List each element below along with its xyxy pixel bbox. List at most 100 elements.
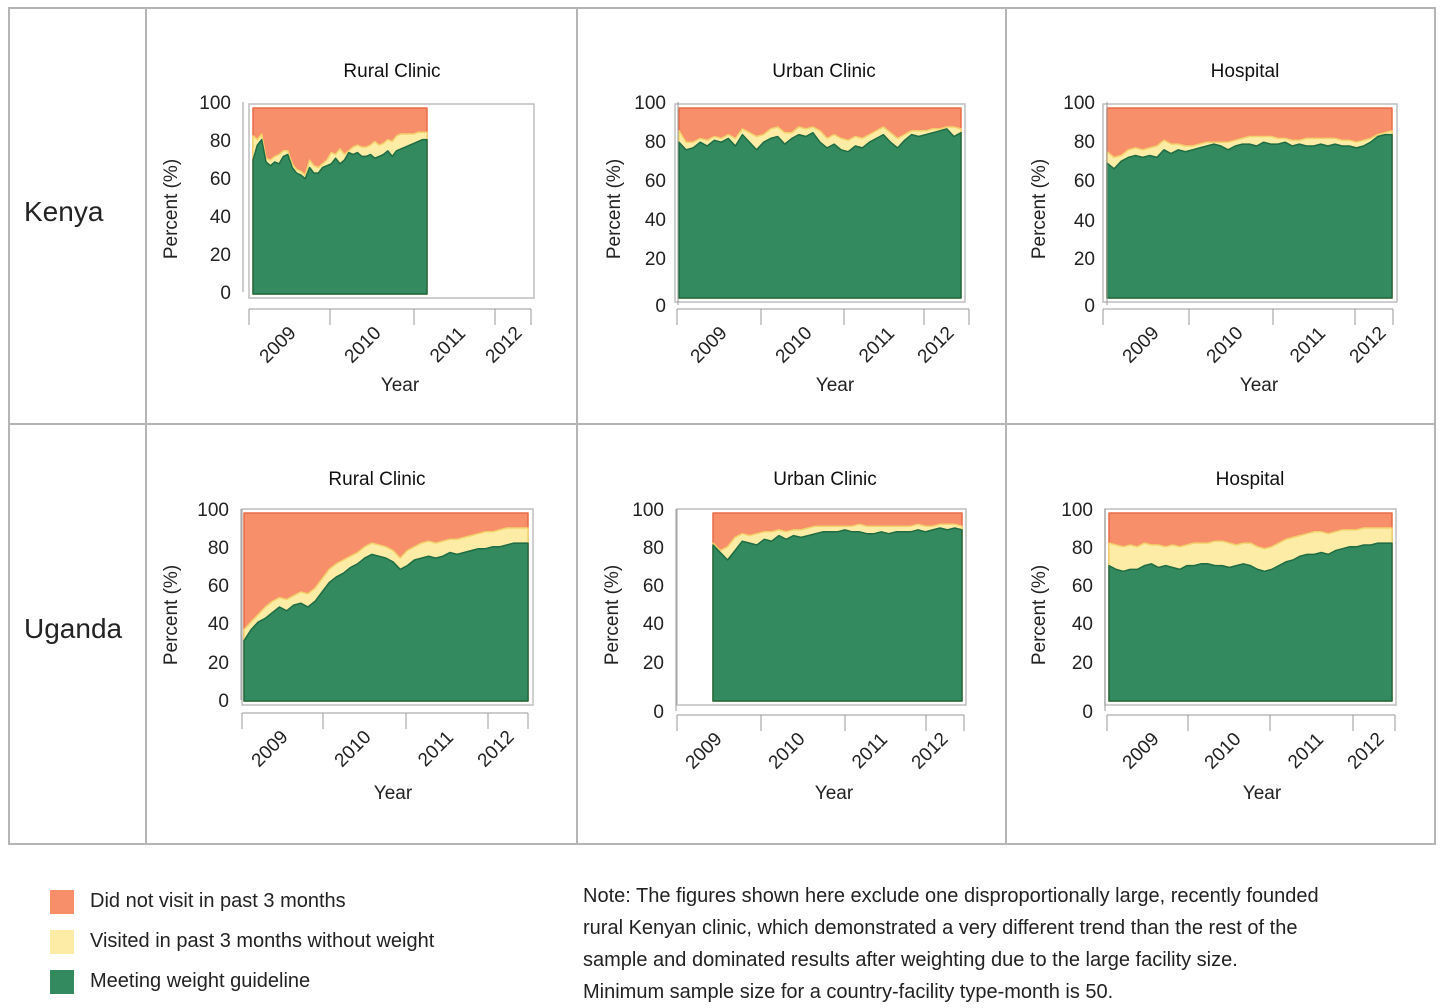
grid-column-divider [1005, 7, 1007, 845]
x-tick-label: 2011 [848, 729, 892, 773]
grid-row-divider [8, 423, 1436, 425]
chart-title: Urban Clinic [773, 469, 876, 490]
y-tick-label: 40 [210, 207, 231, 228]
legend-swatch [50, 890, 74, 914]
y-tick-label: 100 [197, 500, 229, 521]
y-tick-label: 80 [1072, 538, 1093, 559]
chart-title: Rural Clinic [343, 61, 440, 82]
y-axis-label: Percent (%) [1029, 565, 1050, 665]
y-tick-label: 20 [643, 653, 664, 674]
x-tick-label: 2010 [1203, 323, 1248, 368]
x-axis-label: Year [816, 375, 855, 396]
y-axis-label: Percent (%) [604, 159, 625, 259]
y-tick-label: 20 [645, 249, 666, 270]
y-tick-label: 40 [1074, 211, 1095, 232]
y-axis-label: Percent (%) [1029, 159, 1050, 259]
x-tick-label: 2011 [855, 323, 899, 367]
x-tick-label: 2009 [248, 727, 293, 772]
x-tick-label: 2012 [908, 729, 953, 774]
x-axis-label: Year [381, 375, 420, 396]
row-label-kenya: Kenya [24, 196, 104, 227]
y-tick-label: 60 [210, 169, 231, 190]
area-meeting-weight-guideline [252, 138, 428, 295]
y-tick-label: 100 [199, 93, 231, 114]
x-tick-label: 2012 [914, 323, 959, 368]
x-axis-label: Year [1243, 783, 1282, 804]
chart-kenya-urban-clinic: 100 80 60 40 20 0 2009 2010 2011 2012 Urban Clinic… [578, 9, 1005, 423]
area-meeting-weight-guideline [712, 527, 963, 702]
y-axis-label: Percent (%) [161, 565, 182, 665]
legend-swatch [50, 970, 74, 994]
y-tick-label: 40 [1072, 614, 1093, 635]
chart-svg: 100 80 60 40 20 0 2009 2010 2011 2012 Hospital Year… [1029, 469, 1397, 804]
legend-swatch [50, 930, 74, 954]
y-tick-label: 60 [645, 171, 666, 192]
chart-title: Urban Clinic [772, 61, 875, 82]
x-tick-label: 2011 [414, 727, 458, 771]
y-tick-label: 60 [1072, 576, 1093, 597]
chart-uganda-urban-clinic: 100 80 60 40 20 0 2009 2010 2011 2012 Urban Clinic… [578, 425, 1005, 843]
y-tick-label: 20 [1074, 249, 1095, 270]
y-tick-label: 20 [210, 245, 231, 266]
x-tick-label: 2009 [682, 729, 727, 774]
x-tick-label: 2012 [1344, 729, 1389, 774]
chart-uganda-rural-clinic: 100 80 60 40 20 0 2009 2010 2011 2012 Rural Clinic… [147, 425, 576, 843]
y-tick-label: 60 [643, 576, 664, 597]
chart-uganda-hospital: 100 80 60 40 20 0 2009 2010 2011 2012 Hospital Year… [1007, 425, 1434, 843]
chart-svg: 100 80 60 40 20 0 2009 2010 2011 2012 Urban Clinic… [604, 61, 970, 396]
chart-svg: 100 80 60 40 20 0 2009 2010 2011 2012 Urban Clinic… [602, 469, 967, 804]
x-tick-label: 2012 [1346, 323, 1391, 368]
chart-svg: 100 80 60 40 20 0 2009 2010 2011 2012 Hospital Year… [1029, 61, 1398, 396]
y-tick-label: 100 [634, 93, 666, 114]
y-tick-label: 0 [1084, 296, 1095, 317]
y-tick-label: 80 [1074, 132, 1095, 153]
y-tick-label: 60 [1074, 171, 1095, 192]
y-tick-label: 60 [208, 576, 229, 597]
legend-label: Did not visit in past 3 months [90, 890, 346, 912]
area-meeting-weight-guideline [243, 542, 529, 702]
x-tick-label: 2011 [1286, 323, 1330, 367]
area-meeting-weight-guideline [1106, 133, 1393, 299]
y-tick-label: 80 [645, 132, 666, 153]
x-axis-label: Year [815, 783, 854, 804]
y-tick-label: 80 [643, 538, 664, 559]
x-tick-label: 2009 [687, 323, 732, 368]
x-tick-label: 2009 [1119, 729, 1164, 774]
chart-kenya-rural-clinic: 100 80 60 40 20 0 2009 2010 2011 2012 Rural Clinic… [147, 9, 576, 423]
chart-title: Rural Clinic [328, 469, 425, 490]
x-tick-label: 2011 [1284, 729, 1328, 773]
x-tick-label: 2010 [341, 323, 386, 368]
x-tick-label: 2010 [331, 727, 376, 772]
legend-label: Visited in past 3 months without weight [90, 930, 435, 952]
y-axis-label: Percent (%) [161, 159, 182, 259]
y-tick-label: 100 [632, 500, 664, 521]
grid-column-divider [576, 7, 578, 845]
y-tick-label: 0 [655, 296, 666, 317]
x-tick-label: 2009 [1119, 323, 1164, 368]
chart-title: Hospital [1211, 61, 1280, 82]
x-tick-label: 2009 [256, 323, 301, 368]
footnote: Note: The figures shown here exclude one… [583, 885, 1319, 1003]
y-tick-label: 40 [208, 614, 229, 635]
area-meeting-weight-guideline [678, 128, 962, 299]
y-tick-label: 100 [1063, 93, 1095, 114]
y-tick-label: 0 [653, 702, 664, 723]
y-tick-label: 0 [1082, 702, 1093, 723]
y-tick-label: 80 [208, 538, 229, 559]
y-tick-label: 0 [220, 283, 231, 304]
x-tick-label: 2010 [772, 323, 817, 368]
y-tick-label: 80 [210, 131, 231, 152]
x-tick-label: 2012 [482, 323, 527, 368]
chart-title: Hospital [1216, 469, 1285, 490]
x-tick-label: 2010 [765, 729, 810, 774]
x-axis-label: Year [374, 783, 413, 804]
y-tick-label: 20 [1072, 653, 1093, 674]
y-tick-label: 20 [208, 653, 229, 674]
y-axis-label: Percent (%) [602, 565, 623, 665]
chart-svg: 100 80 60 40 20 0 2009 2010 2011 2012 Rural Clinic… [161, 61, 535, 396]
x-axis-label: Year [1240, 375, 1279, 396]
row-label-uganda: Uganda [24, 613, 123, 644]
facet-grid [8, 7, 1436, 845]
y-tick-label: 0 [218, 691, 229, 712]
grid-column-divider [145, 7, 147, 845]
